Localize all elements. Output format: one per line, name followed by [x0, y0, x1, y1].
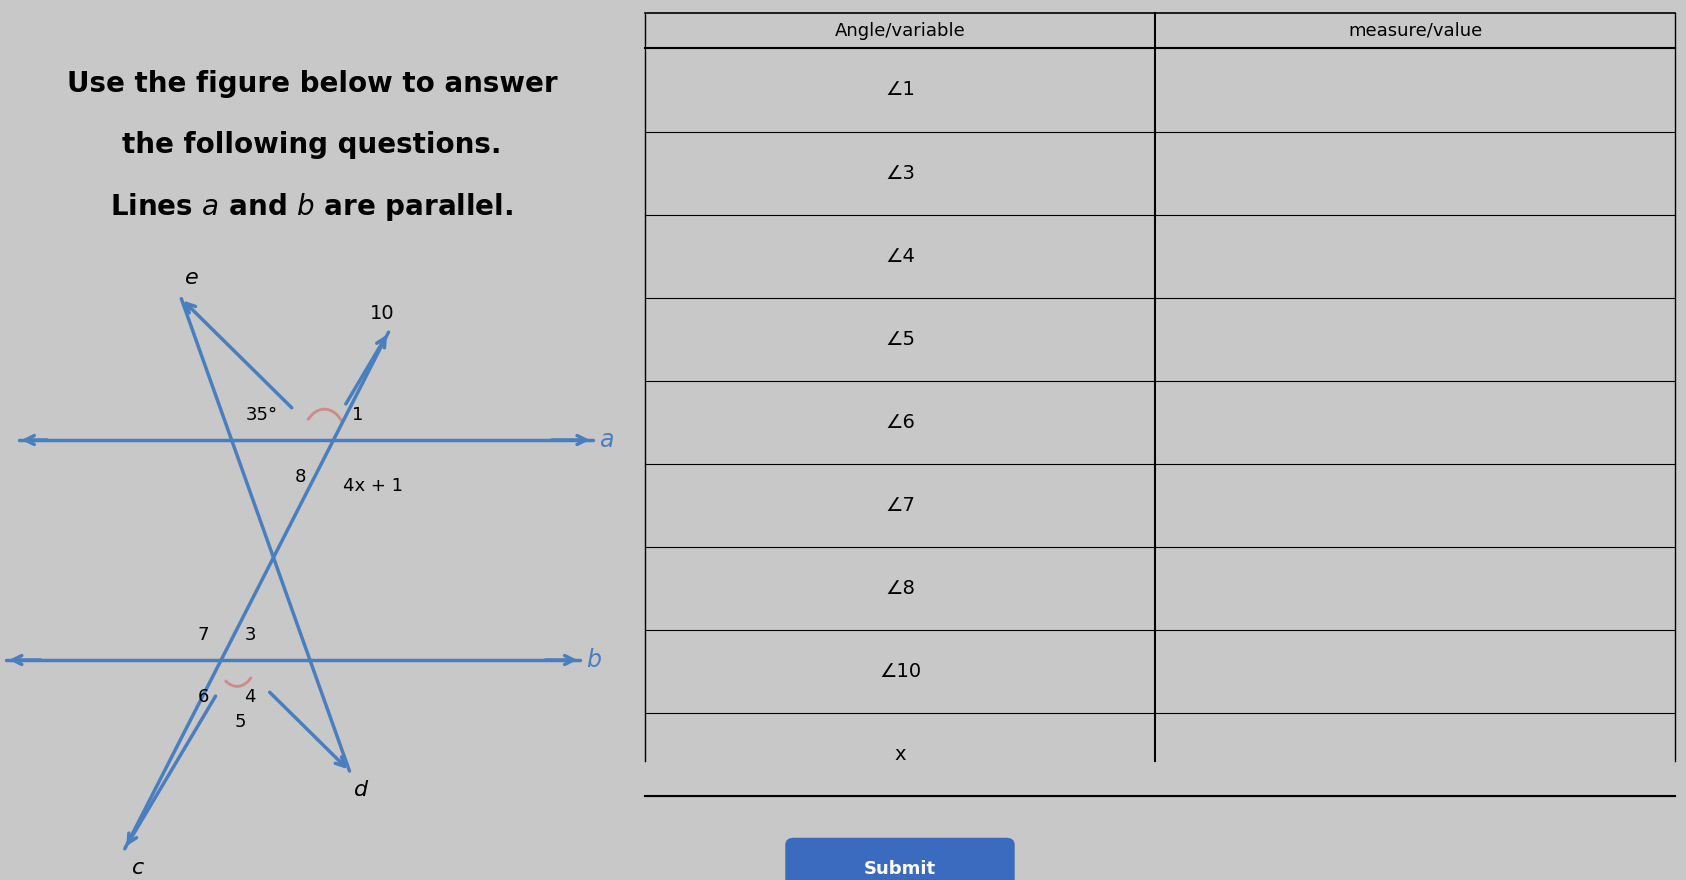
- Text: 4x + 1: 4x + 1: [344, 477, 403, 495]
- Text: Use the figure below to answer: Use the figure below to answer: [67, 70, 556, 98]
- Text: $d$: $d$: [352, 780, 369, 800]
- Text: Angle/variable: Angle/variable: [835, 22, 966, 40]
- Text: x: x: [894, 745, 905, 765]
- Text: ∠6: ∠6: [885, 413, 915, 432]
- Text: $c$: $c$: [132, 857, 145, 877]
- Text: ∠1: ∠1: [885, 80, 915, 99]
- Text: 5: 5: [234, 713, 246, 730]
- Text: ∠3: ∠3: [885, 164, 915, 182]
- Text: ∠7: ∠7: [885, 496, 915, 515]
- Text: ∠5: ∠5: [885, 330, 915, 348]
- Text: $e$: $e$: [184, 268, 199, 288]
- Text: 1: 1: [352, 407, 364, 424]
- Text: ∠10: ∠10: [878, 663, 921, 681]
- Text: ∠4: ∠4: [885, 246, 915, 266]
- FancyBboxPatch shape: [786, 838, 1015, 880]
- Text: measure/value: measure/value: [1349, 22, 1482, 40]
- Text: $a$: $a$: [599, 428, 614, 452]
- Text: 35°: 35°: [246, 407, 278, 424]
- Text: 10: 10: [369, 304, 395, 323]
- Text: ∠8: ∠8: [885, 579, 915, 598]
- Text: 8: 8: [295, 468, 305, 486]
- Text: Submit: Submit: [863, 860, 936, 878]
- Text: the following questions.: the following questions.: [121, 131, 502, 159]
- Text: 4: 4: [244, 688, 256, 706]
- Text: 7: 7: [197, 627, 209, 644]
- Text: Lines $a$ and $b$ are parallel.: Lines $a$ and $b$ are parallel.: [111, 191, 513, 223]
- Text: 6: 6: [197, 688, 209, 706]
- Text: 3: 3: [244, 627, 256, 644]
- Text: $b$: $b$: [587, 648, 602, 672]
